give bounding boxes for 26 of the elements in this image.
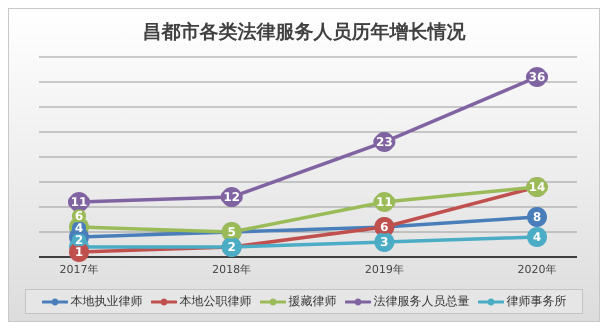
x-tick-label: 2017年 <box>60 262 98 276</box>
x-tick-label: 2018年 <box>212 262 252 276</box>
data-label: 3 <box>380 235 389 250</box>
legend-label: 本地公职律师 <box>178 293 252 310</box>
data-label: 8 <box>532 210 542 224</box>
data-label: 11 <box>70 195 88 210</box>
data-label: 2 <box>74 233 84 248</box>
chart-title: 昌都市各类法律服务人员历年增长情况 <box>142 20 466 45</box>
data-label: 14 <box>528 180 546 194</box>
data-label: 5 <box>227 225 236 240</box>
legend-label: 法律服务人员总量 <box>372 293 470 310</box>
x-tick-label: 2020年 <box>518 262 556 276</box>
data-label: 6 <box>74 209 84 224</box>
legend-label: 律师事务所 <box>506 293 566 310</box>
legend-label: 本地执业律师 <box>70 293 142 310</box>
data-label: 12 <box>223 190 240 204</box>
data-label: 36 <box>528 70 546 84</box>
data-label: 11 <box>376 195 393 210</box>
data-label: 23 <box>376 135 393 150</box>
data-label: 4 <box>74 221 84 236</box>
x-tick-label: 2019年 <box>364 262 404 276</box>
data-label: 6 <box>380 220 389 234</box>
legend-label: 援藏律师 <box>288 293 336 310</box>
data-label: 2 <box>227 240 236 254</box>
data-label: 4 <box>532 230 542 244</box>
data-label: 1 <box>74 245 84 260</box>
